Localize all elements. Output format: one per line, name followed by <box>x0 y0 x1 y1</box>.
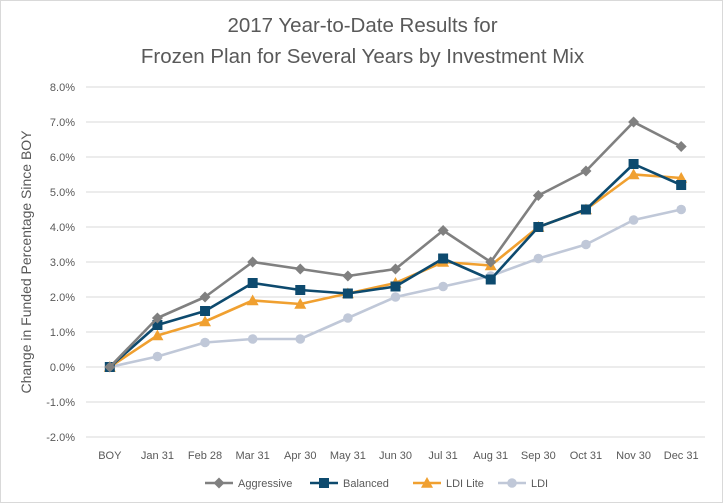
data-point-balanced <box>200 306 211 316</box>
data-point-aggressive <box>151 312 163 324</box>
data-point-aggressive <box>532 190 544 201</box>
y-tick-label: 6.0% <box>50 152 75 164</box>
data-point-ldi <box>200 337 210 348</box>
data-point-ldi-lite <box>151 329 164 341</box>
data-point-ldi-lite <box>627 168 640 180</box>
x-tick-label: Feb 28 <box>188 450 222 462</box>
x-tick-label: Aug 31 <box>473 450 508 462</box>
data-point-ldi <box>533 253 544 264</box>
data-point-balanced <box>438 253 449 264</box>
y-tick-label: 8.0% <box>50 82 75 94</box>
data-point-aggressive <box>485 256 497 268</box>
y-tick-label: 7.0% <box>50 117 75 129</box>
data-point-ldi <box>438 281 448 292</box>
x-tick-label: Jun 30 <box>379 450 412 462</box>
y-tick-label: 1.0% <box>50 327 75 339</box>
data-point-ldi-lite <box>199 315 212 327</box>
chart-title-line-1: 2017 Year-to-Date Results for <box>227 14 498 37</box>
data-point-ldi <box>152 351 163 362</box>
x-tick-label: Sep 30 <box>521 450 556 462</box>
y-tick-label: 3.0% <box>50 257 75 269</box>
x-tick-label: Oct 31 <box>570 450 602 462</box>
data-point-ldi <box>628 215 639 225</box>
y-tick-label: 5.0% <box>50 187 75 199</box>
data-point-balanced <box>533 222 544 232</box>
data-point-balanced <box>485 274 496 285</box>
data-point-balanced <box>295 285 306 295</box>
data-point-aggressive <box>580 165 592 177</box>
y-tick-label: -2.0% <box>46 432 75 444</box>
data-point-ldi <box>676 204 686 215</box>
data-point-aggressive <box>437 225 449 236</box>
data-point-aggressive <box>247 256 259 268</box>
data-point-balanced <box>628 159 639 169</box>
legend-label-balanced: Balanced <box>343 478 389 490</box>
data-point-ldi <box>390 292 401 302</box>
data-point-ldi <box>295 334 306 344</box>
series-line-aggressive <box>108 120 682 368</box>
legend-label-aggressive: Aggressive <box>238 478 292 490</box>
y-tick-label: -1.0% <box>46 397 75 409</box>
data-point-balanced <box>390 281 401 292</box>
data-point-aggressive <box>390 263 401 275</box>
data-point-aggressive <box>104 361 116 373</box>
legend-marker-ldi <box>507 478 517 488</box>
data-point-balanced <box>342 288 353 299</box>
x-tick-label: Apr 30 <box>284 450 316 462</box>
data-point-aggressive <box>675 141 687 152</box>
data-point-ldi <box>343 313 353 323</box>
legend-marker-ldi-lite <box>421 477 433 488</box>
legend-marker-aggressive <box>213 477 225 489</box>
chart-title-line-2: Frozen Plan for Several Years by Investm… <box>140 45 585 68</box>
x-tick-label: Mar 31 <box>236 450 270 462</box>
data-point-balanced <box>676 180 687 190</box>
x-tick-label: May 31 <box>330 450 366 462</box>
data-point-aggressive <box>294 263 306 275</box>
data-point-balanced <box>580 204 591 215</box>
legend-label-ldi-lite: LDI Lite <box>446 478 484 490</box>
x-tick-label: Jul 31 <box>428 450 457 462</box>
y-axis-title: Change in Funded Percentage Since BOY <box>18 130 34 394</box>
data-point-ldi <box>581 239 591 250</box>
legend-label-ldi: LDI <box>531 478 548 490</box>
data-point-ldi <box>247 334 258 344</box>
data-point-ldi-lite <box>294 298 307 309</box>
y-tick-label: 2.0% <box>50 292 75 304</box>
data-point-aggressive <box>342 270 354 282</box>
data-point-ldi-lite <box>246 294 259 306</box>
data-point-aggressive <box>199 291 211 303</box>
x-tick-label: Dec 31 <box>664 450 699 462</box>
x-tick-label: Nov 30 <box>616 450 651 462</box>
data-point-balanced <box>152 320 163 330</box>
x-tick-label: BOY <box>98 450 122 462</box>
data-point-balanced <box>247 278 258 288</box>
x-tick-label: Jan 31 <box>141 450 174 462</box>
y-tick-label: 0.0% <box>50 362 75 374</box>
y-tick-label: 4.0% <box>50 222 75 234</box>
data-point-aggressive <box>628 116 640 128</box>
legend-marker-balanced <box>319 478 329 488</box>
